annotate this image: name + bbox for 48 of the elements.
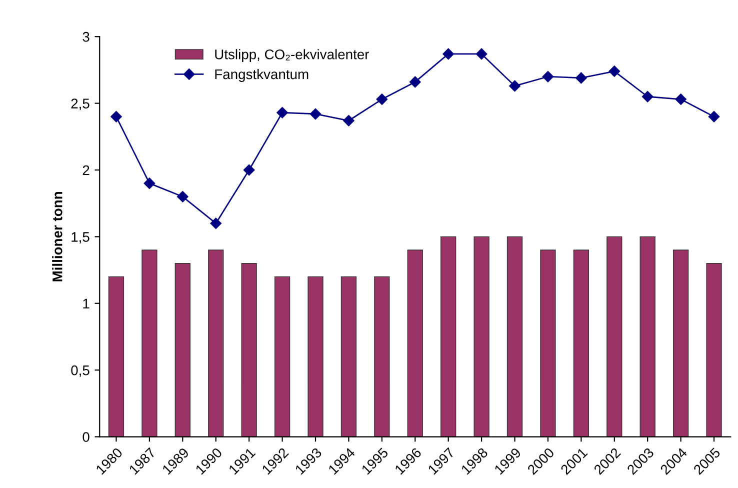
point	[642, 91, 654, 102]
y-axis-title: Millioner tonn	[52, 192, 62, 282]
bar	[474, 236, 490, 437]
bar	[640, 236, 656, 437]
point	[177, 191, 188, 202]
point	[675, 94, 686, 105]
bar	[241, 263, 257, 437]
bar	[142, 250, 158, 437]
point	[310, 108, 322, 120]
bar	[540, 250, 556, 437]
point	[708, 111, 720, 122]
point	[144, 178, 156, 189]
point	[410, 76, 421, 88]
bar	[174, 263, 190, 437]
bar	[308, 276, 324, 437]
bar	[573, 250, 589, 437]
bar	[407, 250, 423, 437]
point	[542, 71, 554, 82]
bar	[440, 236, 456, 437]
bar	[340, 276, 357, 437]
point	[210, 218, 222, 229]
y-tick-label: 1	[83, 298, 90, 308]
bar	[706, 263, 722, 437]
bar	[672, 250, 689, 437]
bar	[208, 250, 224, 437]
point	[243, 164, 255, 176]
point	[509, 80, 520, 92]
point	[276, 107, 288, 118]
bar	[274, 276, 290, 437]
y-tick-label: 2	[82, 165, 90, 176]
y-tick-label: 0	[82, 432, 90, 442]
y-tick-label: 3	[82, 32, 90, 42]
point	[343, 115, 354, 126]
bar	[374, 276, 390, 437]
point	[442, 48, 454, 60]
point	[476, 48, 488, 60]
bar	[506, 236, 523, 437]
y-tick-label: 0,5	[71, 365, 90, 377]
bar	[108, 276, 124, 437]
point	[576, 72, 587, 84]
point	[608, 66, 620, 77]
legend-label: Utslipp, CO₂-ekvivalenter	[215, 49, 370, 62]
point	[110, 111, 122, 122]
y-tick-label: 2,5	[71, 98, 90, 110]
y-tick-label: 1,5	[72, 232, 90, 244]
legend-label: Fangstkvantum	[215, 68, 308, 82]
bar	[606, 236, 622, 437]
point	[376, 94, 388, 105]
